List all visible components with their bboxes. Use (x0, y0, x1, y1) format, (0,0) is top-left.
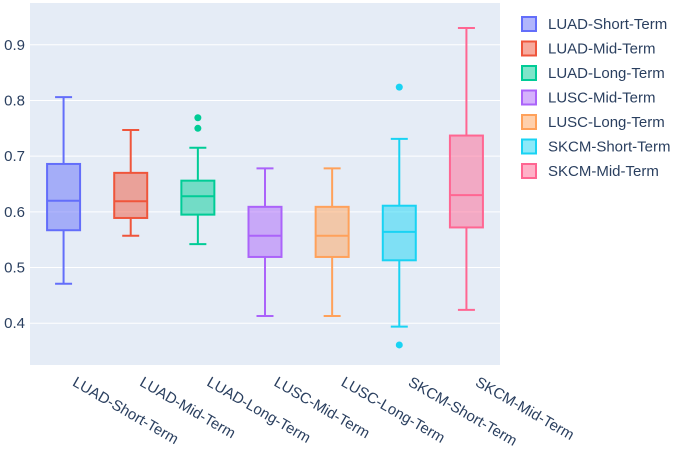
y-tick-label: 0.6 (4, 204, 25, 221)
legend-label: SKCM-Mid-Term (548, 163, 659, 180)
legend-swatch (521, 89, 537, 106)
legend-label: LUAD-Mid-Term (548, 41, 656, 58)
iqr-box (180, 179, 216, 216)
outlier-point (194, 114, 202, 122)
legend-swatch (521, 138, 537, 155)
y-tick-label: 0.8 (4, 92, 25, 109)
legend-label: SKCM-Short-Term (548, 139, 671, 156)
box-skcm-short-term[interactable] (381, 83, 417, 349)
legend-item-luad-long-term[interactable]: LUAD-Long-Term (521, 65, 665, 82)
y-axis-ticks: 0.4 0.5 0.6 0.7 0.8 0.9 (4, 37, 25, 332)
legend-item-skcm-short-term[interactable]: SKCM-Short-Term (521, 138, 671, 156)
legend-label: LUAD-Short-Term (548, 16, 667, 33)
legend-swatch (521, 16, 537, 32)
y-tick-label: 0.7 (4, 148, 25, 165)
boxes (46, 27, 484, 349)
legend-swatch (521, 163, 537, 179)
x-tick-label-skcm-short-term: SKCM-Short-Term (405, 374, 520, 450)
legend-item-lusc-long-term[interactable]: LUSC-Long-Term (521, 114, 665, 131)
legend-swatch (521, 65, 537, 81)
y-tick-label: 0.4 (4, 315, 25, 332)
x-axis-ticks: LUAD-Short-TermLUAD-Mid-TermLUAD-Long-Te… (70, 374, 577, 450)
box-skcm-mid-term[interactable] (448, 27, 484, 311)
legend-item-lusc-mid-term[interactable]: LUSC-Mid-Term (521, 89, 656, 107)
legend[interactable]: LUAD-Short-Term LUAD-Mid-Term LUAD-Long-Te… (521, 16, 671, 180)
box-luad-mid-term[interactable] (113, 128, 149, 237)
box-lusc-mid-term[interactable] (247, 167, 283, 317)
legend-label: LUSC-Long-Term (548, 114, 665, 131)
legend-item-luad-mid-term[interactable]: LUAD-Mid-Term (521, 40, 656, 58)
iqr-box (113, 171, 149, 219)
outlier-point (194, 124, 202, 132)
iqr-box (247, 205, 283, 258)
box-luad-short-term[interactable] (46, 96, 82, 285)
y-tick-label: 0.9 (4, 37, 25, 54)
iqr-box (314, 205, 350, 258)
box-luad-long-term[interactable] (180, 114, 216, 246)
legend-swatch (521, 114, 537, 130)
iqr-box (46, 162, 82, 232)
legend-label: LUAD-Long-Term (548, 65, 665, 82)
legend-label: LUSC-Mid-Term (548, 90, 656, 107)
box-lusc-long-term[interactable] (314, 167, 350, 317)
outlier-point (395, 341, 403, 349)
iqr-box (381, 204, 417, 262)
outlier-point (395, 83, 403, 91)
y-tick-label: 0.5 (4, 260, 25, 277)
iqr-box (448, 134, 484, 229)
legend-item-luad-short-term[interactable]: LUAD-Short-Term (521, 16, 667, 33)
legend-swatch (521, 40, 537, 57)
legend-item-skcm-mid-term[interactable]: SKCM-Mid-Term (521, 163, 659, 180)
